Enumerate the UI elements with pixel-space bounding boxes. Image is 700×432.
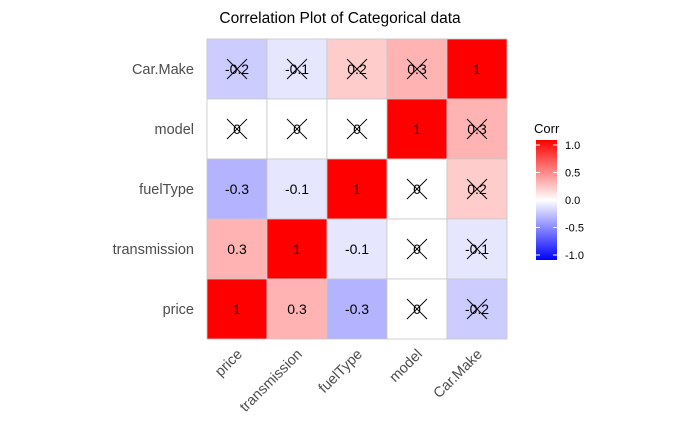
legend-title: Corr [534, 121, 560, 136]
cell-value-label: 0.3 [227, 241, 247, 257]
heatmap-cell: -0.3 [326, 278, 388, 340]
x-tick-label: price [212, 347, 246, 381]
heatmap-cell: 0.3 [266, 278, 328, 340]
insignificant-cross [466, 118, 488, 140]
cell-fill [266, 278, 328, 340]
heatmap-cell: 0 [326, 98, 388, 160]
insignificant-cross [346, 118, 368, 140]
y-tick-label: model [155, 122, 195, 138]
cell-value-label: -0.3 [345, 301, 369, 317]
cell-fill [326, 218, 388, 280]
heatmap-cell: 0.2 [326, 38, 388, 100]
heatmap-cell: -0.1 [446, 218, 508, 280]
y-tick-label: fuelType [139, 182, 194, 198]
cell-fill [266, 218, 328, 280]
heatmap-cell: -0.2 [206, 38, 268, 100]
heatmap-cell: 0 [386, 158, 448, 220]
insignificant-cross [346, 58, 368, 80]
heatmap-cell: 0.3 [386, 38, 448, 100]
y-tick-label: price [163, 302, 194, 318]
legend-tick-label: -0.5 [565, 223, 584, 235]
cell-fill [326, 278, 388, 340]
legend-tick-label: 0.5 [565, 168, 580, 180]
insignificant-cross [406, 58, 428, 80]
heatmap-cell: 0 [386, 278, 448, 340]
x-tick-label: transmission [237, 347, 306, 416]
cell-value-label: 1 [353, 181, 361, 197]
heatmap-cell: 0.2 [446, 158, 508, 220]
x-tick-label: fuelType [316, 347, 366, 397]
x-tick-label: Car.Make [431, 347, 486, 402]
insignificant-cross [226, 58, 248, 80]
legend-tick-label: 0.0 [565, 195, 580, 207]
heatmap-cell: 0.3 [206, 218, 268, 280]
heatmap-cell: -0.2 [446, 278, 508, 340]
insignificant-cross [466, 178, 488, 200]
insignificant-cross [406, 238, 428, 260]
x-tick-label: model [387, 347, 426, 386]
insignificant-cross [466, 298, 488, 320]
heatmap-cell: -0.3 [206, 158, 268, 220]
heatmap-cell: -0.1 [266, 38, 328, 100]
cell-value-label: 0.3 [287, 301, 307, 317]
cell-value-label: 1 [473, 61, 481, 77]
cell-fill [326, 158, 388, 220]
chart-title: Correlation Plot of Categorical data [219, 10, 461, 27]
legend-colorbar [536, 140, 557, 260]
legend-tick-label: 1.0 [565, 140, 580, 152]
heatmap-cell: 1 [386, 98, 448, 160]
cell-fill [266, 158, 328, 220]
cell-fill [206, 278, 268, 340]
insignificant-cross [406, 178, 428, 200]
heatmap-cell: 1 [326, 158, 388, 220]
cell-value-label: -0.1 [345, 241, 369, 257]
cell-fill [446, 38, 508, 100]
insignificant-cross [286, 118, 308, 140]
legend-tick-label: -1.0 [565, 250, 584, 262]
heatmap-cell: 0 [206, 98, 268, 160]
heatmap-cell: 1 [266, 218, 328, 280]
insignificant-cross [406, 298, 428, 320]
heatmap-cell: 0 [266, 98, 328, 160]
heatmap-cell: 1 [206, 278, 268, 340]
cell-value-label: 1 [233, 301, 241, 317]
insignificant-cross [226, 118, 248, 140]
color-legend: Corr 1.0 0.5 0.0 -0.5 -1.0 [534, 121, 584, 262]
heatmap-cell: 0.3 [446, 98, 508, 160]
insignificant-cross [466, 238, 488, 260]
y-tick-label: Car.Make [132, 62, 194, 78]
heatmap-cell: 0 [386, 218, 448, 280]
cell-value-label: -0.1 [285, 181, 309, 197]
cell-value-label: 1 [413, 121, 421, 137]
y-tick-label: transmission [113, 242, 194, 258]
heatmap-cell: -0.1 [266, 158, 328, 220]
cell-value-label: 1 [293, 241, 301, 257]
heatmap-cell: -0.1 [326, 218, 388, 280]
heatmap-cells: -0.2-0.10.20.3100010.3-0.3-0.1100.20.31-… [206, 38, 508, 340]
y-axis-labels: Car.Make model fuelType transmission price [113, 62, 194, 318]
cell-value-label: -0.3 [225, 181, 249, 197]
insignificant-cross [286, 58, 308, 80]
heatmap-cell: 1 [446, 38, 508, 100]
